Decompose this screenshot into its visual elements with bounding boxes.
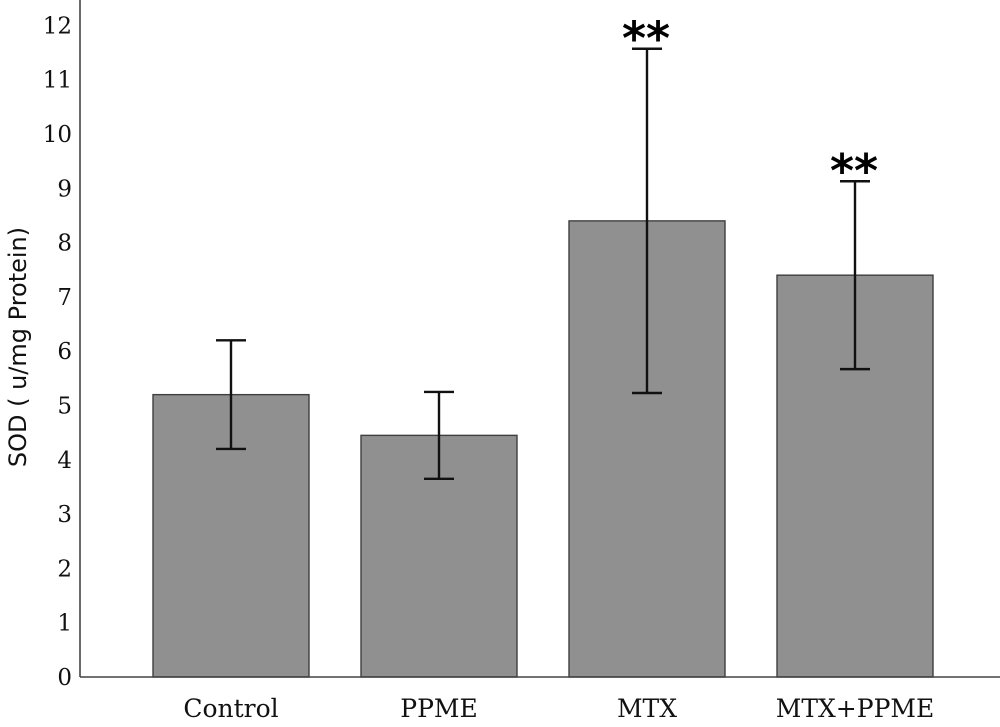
x-category-label: Control (183, 694, 278, 723)
y-tick-label: 0 (57, 665, 72, 691)
y-tick-label: 10 (43, 122, 72, 148)
significance-marker: ** (622, 12, 670, 66)
y-tick-label: 8 (57, 231, 72, 257)
error-bar (632, 47, 662, 395)
y-tick-label: 12 (43, 13, 72, 39)
error-bar (424, 390, 454, 481)
y-tick-label: 2 (57, 556, 72, 582)
error-bar (840, 180, 870, 371)
x-category-label: MTX+PPME (776, 694, 935, 723)
y-tick-label: 6 (57, 339, 72, 365)
error-bars-layer (216, 47, 870, 481)
y-tick-label: 5 (57, 394, 72, 420)
x-category-label: MTX (617, 694, 677, 723)
x-category-labels: Control PPME MTX MTX+PPME (183, 694, 934, 723)
y-tick-label: 3 (57, 502, 72, 528)
y-tick-label: 11 (43, 68, 72, 94)
y-tick-label: 9 (57, 176, 72, 202)
bars-layer (152, 220, 934, 678)
y-tick-label: 4 (57, 448, 72, 474)
y-axis-title: SOD ( u/mg Protein) (4, 227, 32, 467)
x-category-label: PPME (400, 694, 478, 723)
error-bar (216, 339, 246, 451)
annotations-layer: ** ** (622, 12, 878, 198)
y-tick-label: 7 (57, 285, 72, 311)
y-tick-label: 1 (57, 611, 72, 637)
significance-marker: ** (830, 144, 878, 198)
